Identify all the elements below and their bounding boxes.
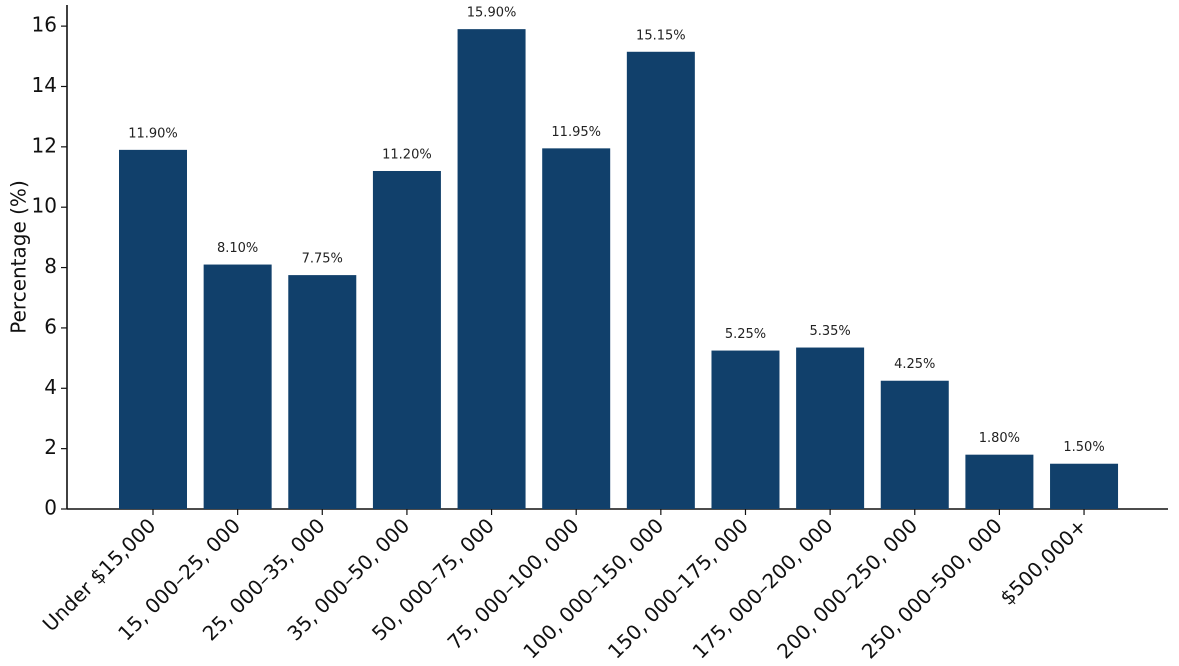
- value-label: 5.35%: [809, 324, 850, 339]
- y-tick-label: 14: [32, 73, 57, 97]
- y-tick-label: 0: [44, 496, 57, 520]
- y-tick-label: 2: [44, 435, 57, 459]
- bar: [203, 264, 272, 509]
- bar: [796, 347, 865, 509]
- value-label: 15.90%: [467, 6, 517, 21]
- bar: [457, 29, 526, 510]
- value-label: 4.25%: [894, 357, 935, 372]
- value-label: 15.15%: [636, 28, 686, 43]
- bar: [372, 170, 441, 509]
- y-tick-label: 10: [32, 194, 57, 218]
- value-label: 5.25%: [725, 327, 766, 342]
- x-tick-label: 200, 000–250, 000: [772, 513, 922, 663]
- x-tick-label: $500,000+: [995, 513, 1091, 609]
- y-axis-label: Percentage (%): [7, 180, 31, 333]
- y-tick-label: 8: [44, 254, 57, 278]
- bar: [711, 350, 780, 509]
- bar: [626, 51, 695, 509]
- y-tick-label: 16: [32, 13, 57, 37]
- value-label: 8.10%: [217, 241, 258, 256]
- x-tick-label: 150, 000–175, 000: [603, 513, 753, 663]
- bar: [965, 454, 1034, 509]
- value-label: 1.80%: [979, 431, 1020, 446]
- value-label: 7.75%: [302, 252, 343, 267]
- bar: [542, 148, 611, 510]
- bar: [880, 380, 949, 509]
- value-label: 11.20%: [382, 147, 432, 162]
- bar: [119, 149, 187, 509]
- bar: [1050, 463, 1119, 509]
- x-tick-label: 175, 000–200, 000: [688, 513, 838, 663]
- x-tick-label: 100, 000–150, 000: [518, 513, 668, 663]
- value-label: 11.95%: [551, 125, 601, 140]
- y-tick-label: 4: [44, 375, 57, 399]
- y-tick-label: 6: [44, 314, 57, 338]
- bar: [288, 275, 357, 509]
- y-tick-label: 12: [32, 133, 57, 157]
- value-label: 1.50%: [1063, 440, 1104, 455]
- value-label: 11.90%: [128, 126, 178, 141]
- x-tick-label: 250, 000–500, 000: [857, 513, 1007, 663]
